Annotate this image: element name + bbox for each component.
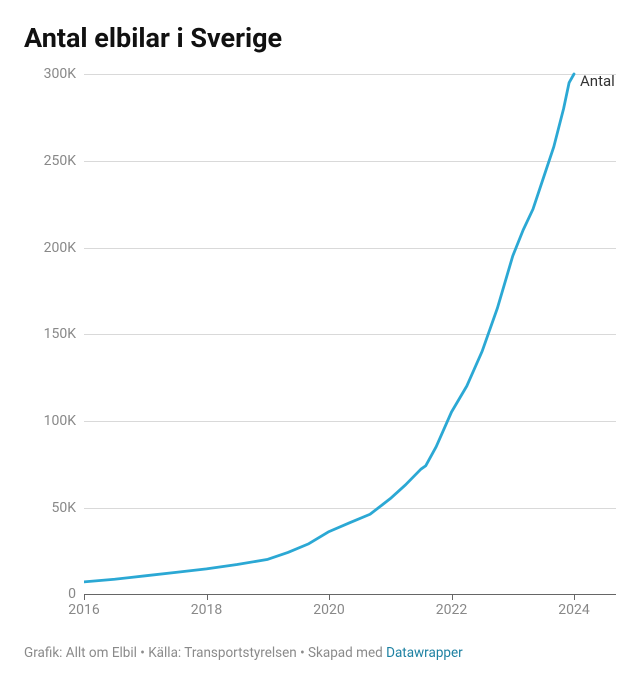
y-tick-label: 200K	[24, 240, 76, 256]
y-tick-label: 50K	[24, 500, 76, 516]
y-tick-label: 250K	[24, 153, 76, 169]
x-tick-label: 2020	[313, 602, 344, 618]
y-tick-label: 0	[24, 586, 76, 602]
y-tick-label: 300K	[24, 66, 76, 82]
chart-area: 0 50K 100K 150K 200K 250K 300K 2016 2018 2020 2022…	[24, 66, 616, 626]
y-tick-label: 150K	[24, 326, 76, 342]
series-label: Antal	[580, 72, 615, 90]
footer-sep1: •	[137, 645, 148, 661]
x-tick-label: 2022	[436, 602, 467, 618]
footer-created: Skapad med	[308, 645, 383, 661]
chart-footer: Grafik: Allt om Elbil • Källa: Transport…	[24, 644, 616, 663]
x-tick-label: 2018	[191, 602, 222, 618]
footer-graphic: Grafik: Allt om Elbil	[24, 645, 137, 661]
footer-source: Källa: Transportstyrelsen	[148, 645, 297, 661]
y-tick-label: 100K	[24, 413, 76, 429]
footer-link[interactable]: Datawrapper	[386, 645, 463, 661]
chart-title: Antal elbilar i Sverige	[24, 22, 616, 54]
x-tick-label: 2024	[558, 602, 589, 618]
x-tick-label: 2016	[68, 602, 99, 618]
series-line	[84, 74, 574, 582]
line-plot	[84, 66, 616, 596]
footer-sep2: •	[297, 645, 308, 661]
